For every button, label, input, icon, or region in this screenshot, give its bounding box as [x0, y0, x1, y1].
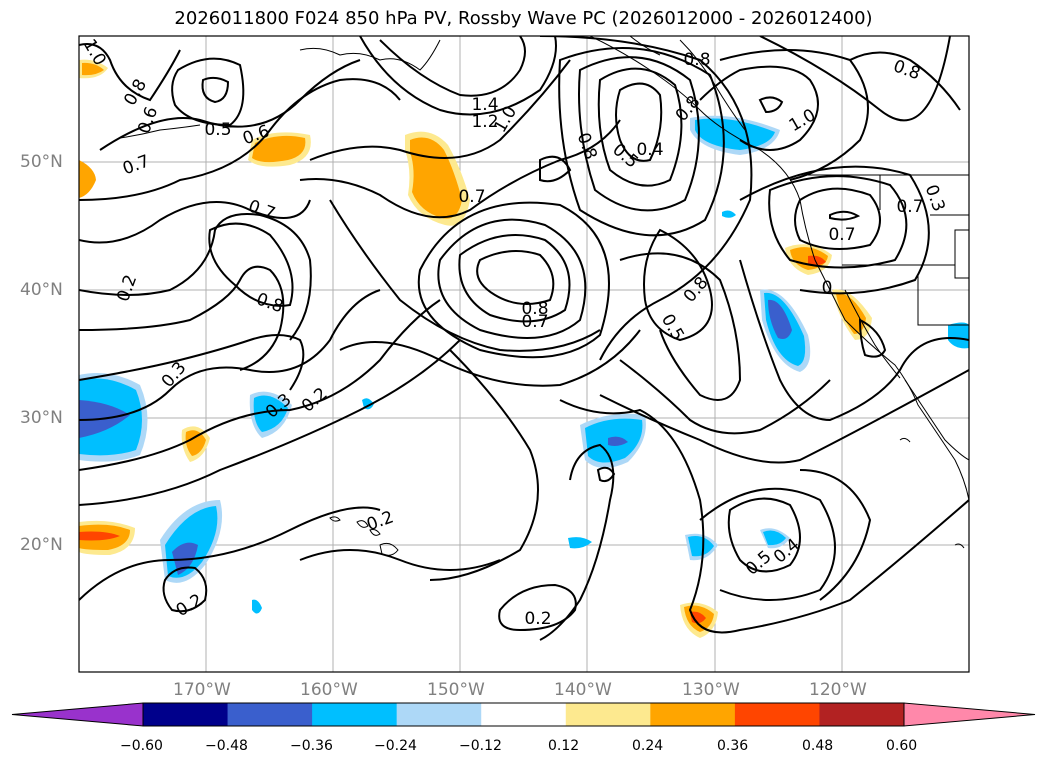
colorbar-label: 0.60 — [886, 738, 918, 754]
colorbar-extend-high — [903, 702, 1036, 727]
colorbar-segment — [650, 703, 736, 726]
contour-label: 0.8 — [891, 56, 923, 84]
contour-label: 0.5 — [204, 120, 231, 140]
contour-label: 0.2 — [113, 272, 141, 304]
contour-label: 0.4 — [636, 140, 663, 160]
contour-label: 0.8 — [120, 76, 151, 109]
lon-label-170w: 170°W — [173, 680, 231, 700]
lat-label-20n: 20°N — [20, 535, 63, 555]
negative-anomaly-shading — [79, 115, 969, 614]
colorbar-segment — [396, 703, 482, 726]
contour-label: 0.2 — [173, 590, 206, 621]
lat-label-30n: 30°N — [20, 408, 63, 428]
contour-label: 1.0 — [786, 105, 819, 136]
lon-label-140w: 140°W — [554, 680, 612, 700]
colorbar-label: 0.12 — [548, 738, 580, 754]
colorbar — [11, 702, 1036, 727]
lon-label-120w: 120°W — [809, 680, 867, 700]
contour-label: 0.8 — [573, 130, 601, 162]
colorbar-extend-low — [11, 702, 144, 727]
contour-label: 0.8 — [683, 50, 710, 70]
lat-label-50n: 50°N — [20, 152, 63, 172]
contour-label: 0.7 — [458, 187, 485, 207]
lat-label-40n: 40°N — [20, 280, 63, 300]
contour-label: 0.8 — [680, 273, 713, 307]
colorbar-label: 0.36 — [717, 738, 749, 754]
colorbar-label: −0.24 — [374, 738, 417, 754]
colorbar-segment — [481, 703, 567, 726]
colorbar-frame — [142, 702, 905, 727]
colorbar-label: −0.36 — [290, 738, 333, 754]
colorbar-segment — [819, 703, 905, 726]
coastlines — [119, 36, 969, 556]
contour-label: 1.4 — [471, 95, 498, 115]
contour-label: 0.8 — [521, 299, 548, 319]
contour-label: 0 — [822, 278, 833, 298]
positive-anomaly-shading — [79, 59, 872, 638]
contour-label: 0.7 — [896, 197, 923, 217]
colorbar-segment — [143, 703, 229, 726]
contour-label: 0.3 — [158, 358, 191, 392]
contour-label: 0.6 — [134, 104, 162, 136]
contour-label: 0.8 — [254, 289, 286, 317]
colorbar-segment — [565, 703, 651, 726]
colorbar-segment — [734, 703, 820, 726]
colorbar-segment — [227, 703, 313, 726]
contour-label: 0.2 — [364, 507, 396, 535]
contour-label: 0.2 — [298, 384, 332, 417]
contour-label: 0.7 — [828, 225, 855, 245]
contour-label: 0.7 — [521, 312, 548, 332]
map-frame — [78, 35, 970, 673]
colorbar-label: −0.60 — [120, 738, 163, 754]
contour-label: 1.2 — [471, 112, 498, 132]
lon-label-130w: 130°W — [682, 680, 740, 700]
colorbar-label: 0.24 — [632, 738, 664, 754]
contour-label: 0.2 — [524, 609, 551, 629]
colorbar-label: −0.48 — [205, 738, 248, 754]
colorbar-label: 0.48 — [802, 738, 834, 754]
colorbar-label: −0.12 — [459, 738, 502, 754]
contour-label: 0.7 — [120, 151, 152, 179]
map-title: 2026011800 F024 850 hPa PV, Rossby Wave … — [174, 8, 873, 29]
lon-label-150w: 150°W — [427, 680, 485, 700]
colorbar-segment — [312, 703, 398, 726]
lon-label-160w: 160°W — [300, 680, 358, 700]
pv-contours — [79, 36, 969, 641]
